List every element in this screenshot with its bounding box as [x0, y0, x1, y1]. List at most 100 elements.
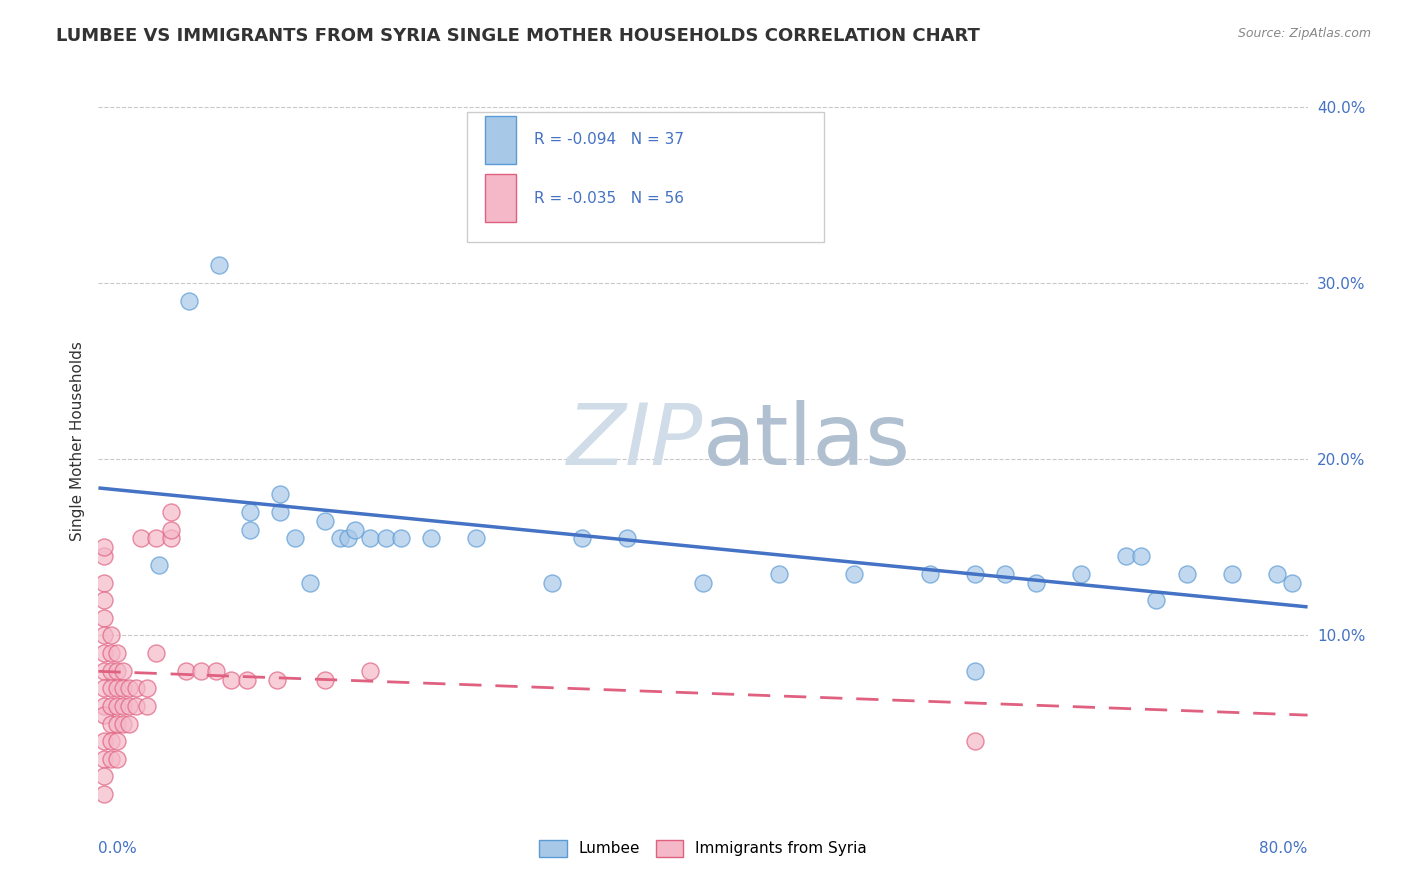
Point: [118, 681, 141, 696]
Point: [93, 628, 115, 642]
Point: [314, 673, 336, 687]
Point: [160, 532, 183, 546]
Point: [374, 532, 396, 546]
Point: [93, 707, 115, 722]
Point: [299, 575, 322, 590]
Point: [1267, 566, 1289, 581]
Point: [269, 505, 291, 519]
Point: [1115, 549, 1137, 563]
Point: [145, 532, 167, 546]
Point: [93, 593, 115, 607]
Point: [284, 532, 307, 546]
Point: [135, 698, 157, 713]
Point: [336, 532, 359, 546]
Text: LUMBEE VS IMMIGRANTS FROM SYRIA SINGLE MOTHER HOUSEHOLDS CORRELATION CHART: LUMBEE VS IMMIGRANTS FROM SYRIA SINGLE M…: [56, 27, 980, 45]
Point: [111, 664, 134, 678]
Legend: Lumbee, Immigrants from Syria: Lumbee, Immigrants from Syria: [533, 833, 873, 863]
Point: [105, 716, 128, 731]
Point: [994, 566, 1017, 581]
Point: [100, 646, 122, 660]
Point: [205, 664, 228, 678]
Point: [93, 575, 115, 590]
Point: [344, 523, 367, 537]
Text: R = -0.035   N = 56: R = -0.035 N = 56: [534, 191, 683, 206]
FancyBboxPatch shape: [485, 116, 516, 164]
Text: R = -0.094   N = 37: R = -0.094 N = 37: [534, 132, 683, 147]
Point: [918, 566, 941, 581]
Point: [100, 628, 122, 642]
Point: [692, 575, 714, 590]
Point: [540, 575, 562, 590]
Point: [420, 532, 443, 546]
Point: [93, 611, 115, 625]
Point: [616, 532, 638, 546]
Point: [965, 734, 987, 748]
Point: [221, 673, 243, 687]
Point: [768, 566, 790, 581]
Text: ZIP: ZIP: [567, 400, 703, 483]
Point: [105, 698, 128, 713]
Point: [160, 505, 183, 519]
Point: [266, 673, 288, 687]
Point: [844, 566, 866, 581]
Point: [965, 566, 987, 581]
Point: [105, 681, 128, 696]
Point: [93, 664, 115, 678]
Point: [1024, 575, 1046, 590]
Point: [93, 787, 115, 801]
Point: [93, 541, 115, 555]
Point: [145, 646, 167, 660]
Point: [135, 681, 157, 696]
Point: [571, 532, 593, 546]
Point: [269, 487, 291, 501]
FancyBboxPatch shape: [485, 174, 516, 222]
FancyBboxPatch shape: [467, 112, 824, 242]
Y-axis label: Single Mother Households: Single Mother Households: [69, 342, 84, 541]
Point: [125, 698, 148, 713]
Point: [93, 769, 115, 783]
Point: [105, 752, 128, 766]
Point: [235, 673, 257, 687]
Point: [148, 558, 170, 572]
Point: [93, 752, 115, 766]
Point: [93, 646, 115, 660]
Point: [105, 734, 128, 748]
Point: [174, 664, 197, 678]
Point: [239, 505, 262, 519]
Point: [1220, 566, 1243, 581]
Point: [389, 532, 412, 546]
Point: [111, 698, 134, 713]
Point: [118, 716, 141, 731]
Point: [105, 664, 128, 678]
Point: [1175, 566, 1198, 581]
Point: [93, 681, 115, 696]
Point: [100, 734, 122, 748]
Point: [190, 664, 212, 678]
Point: [93, 698, 115, 713]
Point: [239, 523, 262, 537]
Point: [160, 523, 183, 537]
Point: [93, 734, 115, 748]
Text: 80.0%: 80.0%: [1260, 841, 1308, 856]
Point: [105, 646, 128, 660]
Point: [360, 664, 382, 678]
Point: [125, 681, 148, 696]
Point: [100, 752, 122, 766]
Text: 0.0%: 0.0%: [98, 841, 138, 856]
Point: [1070, 566, 1092, 581]
Point: [208, 258, 231, 272]
Point: [360, 532, 382, 546]
Point: [179, 293, 201, 308]
Point: [314, 514, 336, 528]
Point: [129, 532, 152, 546]
Point: [1281, 575, 1303, 590]
Text: Source: ZipAtlas.com: Source: ZipAtlas.com: [1237, 27, 1371, 40]
Point: [93, 549, 115, 563]
Point: [465, 532, 488, 546]
Point: [111, 681, 134, 696]
Point: [100, 698, 122, 713]
Text: atlas: atlas: [703, 400, 911, 483]
Point: [111, 716, 134, 731]
Point: [965, 664, 987, 678]
Point: [100, 716, 122, 731]
